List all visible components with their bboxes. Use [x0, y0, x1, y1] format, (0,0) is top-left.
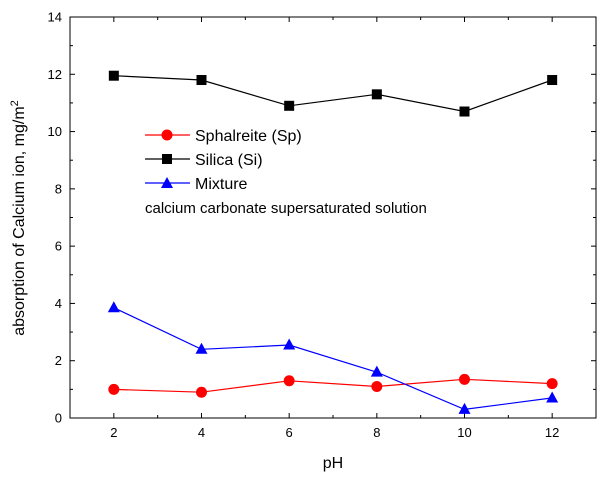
series-layer	[107, 70, 559, 414]
x-tick-label-4: 4	[198, 425, 205, 440]
series-line-1	[113, 75, 553, 113]
y-tick-label-8: 8	[55, 181, 62, 196]
chart-annotation: calcium carbonate supersaturated solutio…	[145, 200, 427, 217]
data-point-s1-3	[371, 89, 382, 100]
legend-marker-sphalreite	[161, 129, 173, 141]
data-point-s0-2	[283, 375, 295, 387]
x-tick-label-8: 8	[373, 425, 380, 440]
y-tick-label-6: 6	[55, 239, 62, 254]
y-tick-label-12: 12	[48, 67, 62, 82]
y-tick-label-14: 14	[48, 10, 62, 25]
data-point-s0-5	[546, 378, 558, 390]
x-tick-label-6: 6	[286, 425, 293, 440]
legend: Sphalreite (Sp) Silica (Si) Mixture calc…	[145, 128, 427, 217]
x-tick-label-10: 10	[457, 425, 471, 440]
data-point-s2-3	[370, 365, 383, 377]
data-point-s1-4	[459, 106, 470, 117]
data-point-s0-4	[459, 373, 470, 385]
y-tick-label-4: 4	[55, 296, 62, 311]
data-point-s2-1	[195, 342, 208, 354]
legend-label-silica: Silica (Si)	[195, 152, 263, 169]
y-axis-title-main: absorption of Calcium ion, mg/m	[11, 106, 28, 335]
x-tick-label-2: 2	[110, 425, 117, 440]
legend-label-mixture: Mixture	[195, 176, 248, 193]
y-axis-title-superscript: 2	[9, 100, 21, 106]
data-point-s2-2	[283, 338, 296, 350]
y-axis-title: absorption of Calcium ion, mg/m2	[9, 100, 28, 336]
x-tick-label-12: 12	[545, 425, 559, 440]
legend-marker-mixture	[161, 177, 173, 188]
legend-marker-silica	[162, 154, 172, 164]
series-line-2	[113, 307, 553, 411]
data-point-s2-0	[107, 301, 120, 313]
y-tick-label-10: 10	[48, 124, 62, 139]
y-tick-label-0: 0	[55, 411, 62, 426]
ticks-layer: 2 4 6 8 10 12 0 2 4 6 8 10 12 14	[48, 10, 597, 440]
series-0	[108, 373, 558, 398]
data-point-s0-1	[196, 386, 207, 398]
data-point-s0-3	[371, 380, 383, 392]
data-point-s1-5	[547, 75, 558, 86]
series-1	[108, 70, 558, 117]
data-point-s2-5	[546, 391, 559, 403]
data-point-s2-4	[458, 402, 471, 414]
series-2	[107, 301, 559, 414]
y-tick-label-2: 2	[55, 353, 62, 368]
data-point-s1-1	[196, 75, 207, 86]
data-point-s1-2	[284, 100, 295, 111]
legend-label-sphalreite: Sphalreite (Sp)	[195, 128, 302, 145]
series-line-0	[113, 378, 553, 393]
x-axis-title: pH	[323, 455, 343, 472]
data-point-s1-0	[108, 70, 119, 81]
data-point-s0-0	[108, 383, 120, 395]
